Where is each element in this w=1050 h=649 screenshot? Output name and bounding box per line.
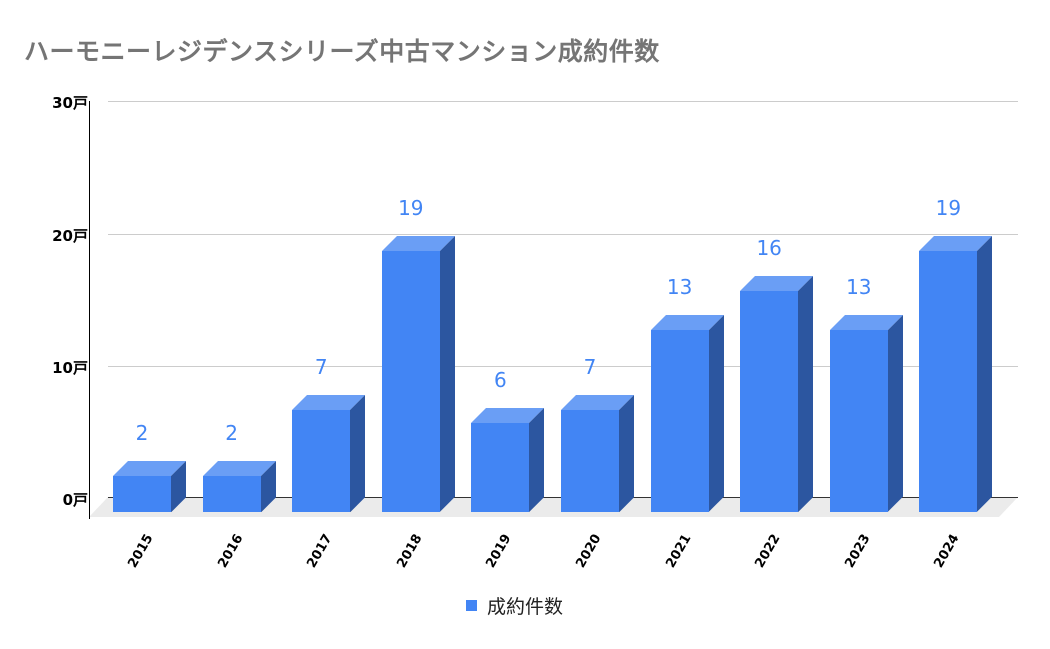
y-axis-line [89,101,90,519]
bar-3d-faces [650,315,724,512]
bar-3d-faces [381,236,455,512]
bar-3d-faces [292,394,366,512]
y-tick-label: 20戸 [52,227,88,245]
y-tick-label: 10戸 [52,359,88,377]
bar-3d-faces [829,315,903,512]
bar-3d-faces [561,394,634,512]
x-tick-label: 2019 [483,531,515,571]
x-tick-label: 2017 [304,531,336,571]
bar-front-face [829,330,888,512]
data-label: 19 [935,196,962,221]
data-label: 16 [756,235,782,260]
data-label: 13 [846,275,872,300]
x-tick-label: 2015 [125,531,157,571]
x-tick-label: 2022 [752,531,784,571]
gridline-10 [108,366,1018,367]
bar-3d-faces [919,236,993,512]
data-label: 2 [225,420,238,445]
bar-front-face [113,475,171,512]
bar-front-face [471,422,530,512]
bar-front-face [561,409,619,512]
y-tick-label: 0戸 [62,491,88,509]
x-tick-label: 2023 [842,531,874,571]
data-label: 2 [135,420,149,445]
gridline-30 [108,101,1018,102]
x-tick-label: 2016 [215,531,247,571]
x-tick-label: 2021 [663,531,695,571]
data-label: 7 [314,354,328,379]
y-tick-label: 30戸 [52,94,88,112]
gridline-20 [108,234,1018,235]
bar-front-face [740,290,799,512]
legend[interactable]: 成約件数 [466,592,563,619]
x-tick-label: 2024 [931,531,963,571]
x-tick-label: 2018 [394,531,426,571]
legend-swatch-icon [466,600,477,611]
chart-title: ハーモニーレジデンスシリーズ中古マンション成約件数 [24,37,660,66]
data-label: 13 [666,275,693,300]
bar-3d-faces [740,275,814,512]
bar-front-face [919,251,978,512]
bar-front-face [202,475,261,512]
bar-front-face [292,409,351,512]
bar-3d-faces [202,460,276,512]
x-tick-label: 2020 [573,531,605,571]
data-label: 19 [398,196,424,221]
data-label: 7 [583,354,597,379]
bar-3d-faces [471,407,545,512]
bar-front-face [650,330,709,512]
data-label: 6 [494,367,507,392]
legend-label: 成約件数 [487,596,564,618]
bar-3d-faces [113,460,186,512]
bar-front-face [381,251,440,512]
